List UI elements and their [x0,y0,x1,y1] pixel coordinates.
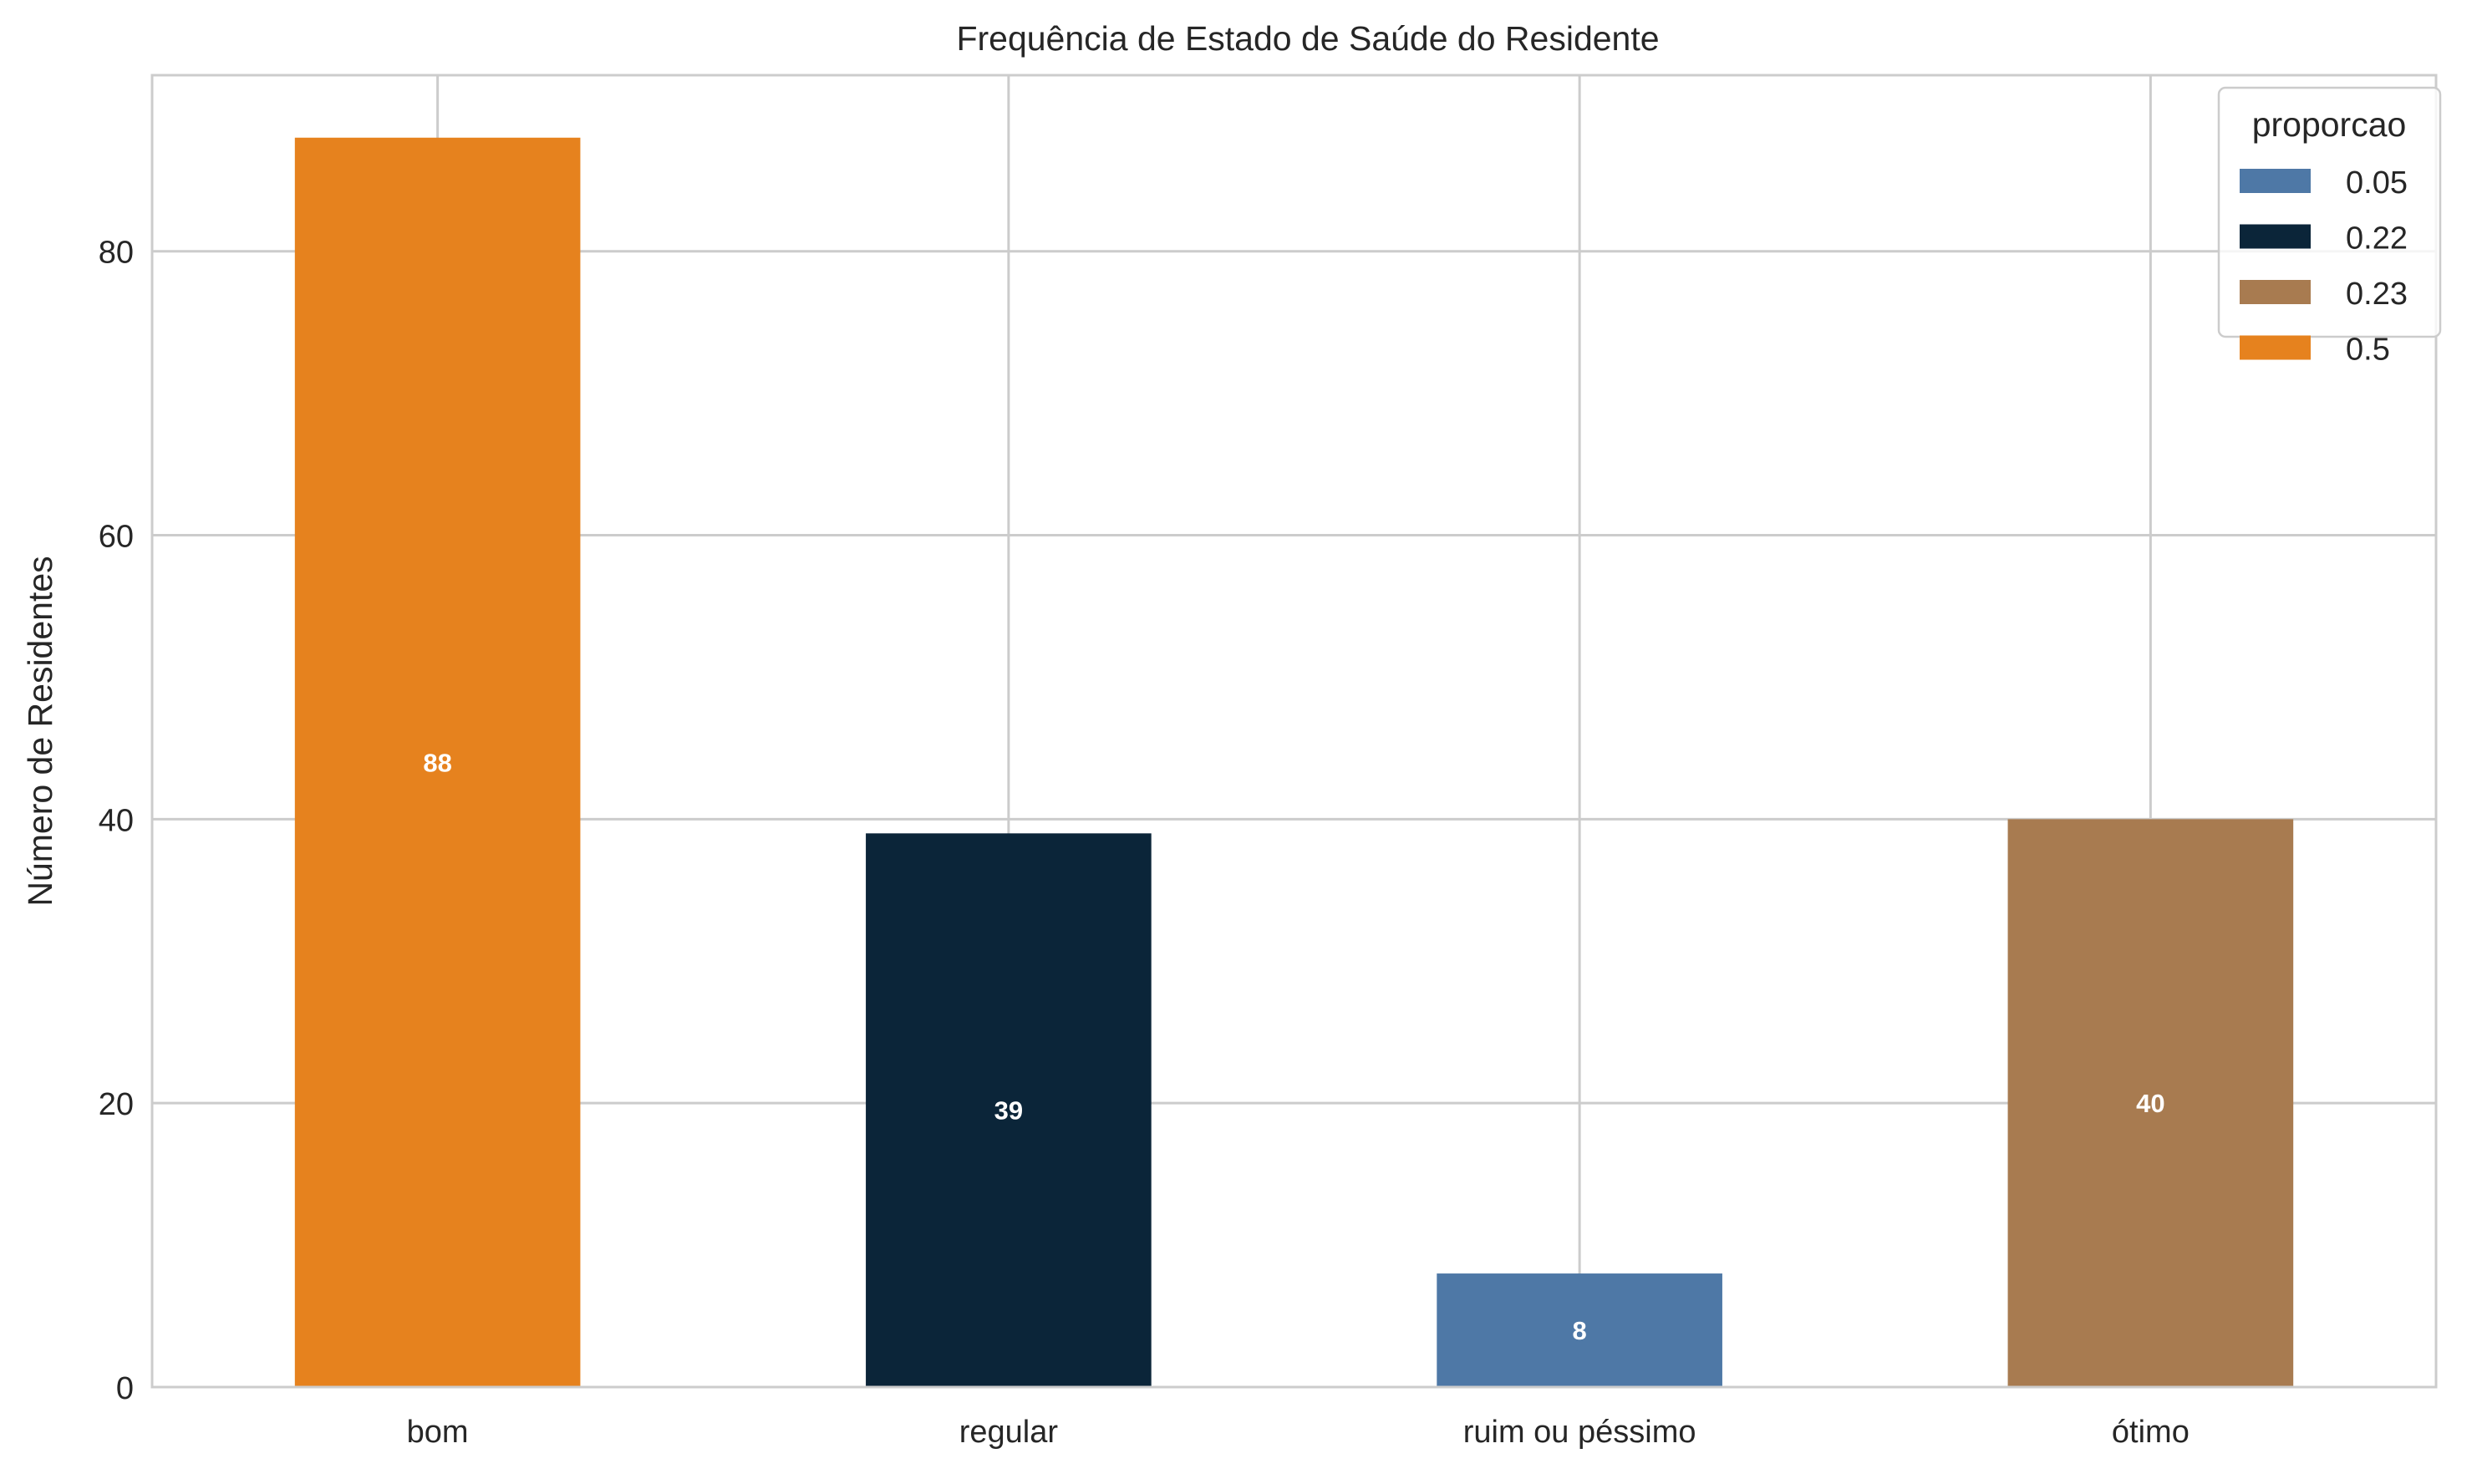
bar [866,833,1152,1387]
legend-frame [2217,86,2442,338]
bar [1437,1273,1722,1387]
bar-value-label: 40 [2136,1089,2164,1118]
legend: proporcao 0.05 0.22 0.23 0.5 [2217,86,2442,368]
legend-label: 0.5 [2346,333,2390,368]
legend-swatch [2240,335,2311,360]
bars [294,137,2294,1387]
legend-entries: 0.05 0.22 0.23 0.5 [2240,165,2408,368]
bar-value-label: 88 [423,748,451,777]
legend-swatch [2240,280,2311,304]
y-tick-label: 60 [99,520,134,555]
y-tick-label: 80 [99,236,134,271]
bar-value-label: 39 [994,1096,1023,1126]
y-tick-label: 20 [99,1087,134,1122]
legend-swatch [2240,169,2311,193]
x-tick-label: regular [959,1415,1059,1450]
plot-frame [150,74,2438,1389]
x-tick-label: ruim ou péssimo [1463,1415,1696,1450]
y-axis-label: Número de Residentes [21,556,59,906]
y-tick-labels: 0 20 40 60 80 [99,236,134,1406]
chart-title: Frequência de Estado de Saúde do Residen… [956,19,1659,58]
y-tick-label: 0 [116,1371,134,1406]
bar-value-labels: 88 39 8 40 [423,748,2164,1345]
legend-label: 0.05 [2346,165,2408,201]
x-tick-label: ótimo [2112,1415,2190,1450]
bar-value-label: 8 [1573,1316,1587,1345]
legend-label: 0.22 [2346,221,2408,257]
legend-label: 0.23 [2346,277,2408,312]
x-tick-labels: bom regular ruim ou péssimo ótimo [407,1415,2190,1450]
y-tick-label: 40 [99,803,134,838]
bar [2007,819,2294,1387]
legend-title: proporcao [2252,105,2407,144]
legend-swatch [2240,224,2311,249]
bar [294,137,581,1387]
x-tick-label: bom [407,1415,469,1450]
